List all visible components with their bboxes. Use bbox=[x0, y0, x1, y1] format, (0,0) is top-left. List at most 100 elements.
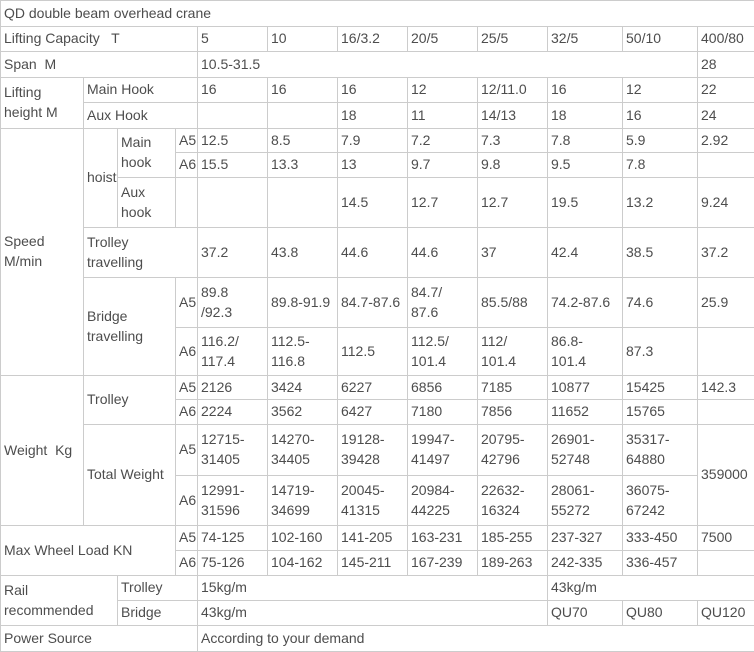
value-cell: 43kg/m bbox=[546, 575, 754, 601]
value-cell: 35317- 64880 bbox=[622, 424, 698, 476]
value-cell: 50/10 bbox=[622, 26, 698, 52]
value-cell: 43.8 bbox=[267, 227, 338, 278]
value-cell: 86.8- 101.4 bbox=[547, 327, 623, 376]
value-cell: 7856 bbox=[477, 399, 548, 425]
a5-label: A5 bbox=[175, 525, 198, 551]
value-cell: 112.5/ 101.4 bbox=[407, 327, 478, 376]
row-label-trolley-travelling: Trolley travelling bbox=[83, 227, 198, 278]
value-cell: 12.7 bbox=[477, 177, 548, 228]
value-cell: 14/13 bbox=[477, 102, 548, 129]
row-label-hoist-aux: Aux hook bbox=[117, 177, 176, 228]
value-cell: 9.24 bbox=[696, 177, 754, 228]
a5-label: A5 bbox=[175, 277, 198, 328]
table-row: Rail recommended Trolley 15kg/m 43kg/m bbox=[0, 575, 754, 626]
value-cell: 6856 bbox=[407, 375, 478, 400]
value-cell bbox=[267, 177, 338, 228]
value-cell bbox=[696, 327, 754, 376]
value-cell: 13 bbox=[337, 152, 408, 178]
value-cell: QU70 bbox=[547, 600, 623, 626]
value-cell: 28 bbox=[696, 51, 754, 78]
value-cell: 18 bbox=[547, 102, 623, 129]
value-cell: 10 bbox=[267, 26, 338, 52]
value-cell: QU80 bbox=[622, 600, 698, 626]
value-cell: 14.5 bbox=[337, 177, 408, 228]
value-cell: 13.2 bbox=[622, 177, 698, 228]
value-cell: 7.8 bbox=[622, 152, 698, 178]
a5-label: A5 bbox=[175, 424, 198, 476]
table-row: Aux Hook 18 11 14/13 18 16 24 bbox=[1, 102, 754, 129]
value-cell: 22632- 16324 bbox=[477, 475, 548, 526]
table-row: QD double beam overhead crane bbox=[0, 0, 754, 27]
value-cell: 104-162 bbox=[267, 550, 338, 576]
value-cell: 12715- 31405 bbox=[197, 424, 268, 476]
table-row: Aux hook 14.5 12.7 12.7 19.5 13.2 9.24 bbox=[1, 177, 754, 228]
a6-label: A6 bbox=[175, 327, 198, 376]
a6-label: A6 bbox=[175, 152, 198, 178]
value-cell: 11 bbox=[407, 102, 478, 129]
value-cell bbox=[696, 550, 754, 576]
row-label-speed: Speed M/min bbox=[0, 128, 84, 376]
value-cell: 2.92 bbox=[696, 128, 754, 153]
value-cell: 7180 bbox=[407, 399, 478, 425]
value-cell: 12.7 bbox=[407, 177, 478, 228]
row-label-rail-bridge: Bridge bbox=[117, 600, 198, 626]
value-cell: 5.9 bbox=[622, 128, 698, 153]
row-label-lifting-height: Lifting height M bbox=[0, 77, 84, 129]
value-cell: 20045- 41315 bbox=[337, 475, 408, 526]
value-cell: 25/5 bbox=[477, 26, 548, 52]
table-row: Bridge travelling A5 89.8 /92.3 89.8-91.… bbox=[1, 277, 754, 376]
table-row: Bridge 43kg/m QU70 QU80 QU120 bbox=[1, 600, 754, 626]
value-cell: 84.7-87.6 bbox=[337, 277, 408, 328]
value-cell: 37.2 bbox=[197, 227, 268, 278]
value-cell: 18 bbox=[337, 102, 408, 129]
value-cell: 16 bbox=[622, 102, 698, 129]
value-cell: QU120 bbox=[696, 600, 754, 626]
value-cell: 37 bbox=[477, 227, 548, 278]
value-cell: According to your demand bbox=[196, 625, 754, 652]
value-cell: 25.9 bbox=[696, 277, 754, 328]
value-cell: 16 bbox=[337, 77, 408, 103]
value-cell: 9.8 bbox=[477, 152, 548, 178]
value-cell: 5 bbox=[197, 26, 268, 52]
value-cell: 12991- 31596 bbox=[197, 475, 268, 526]
value-cell: 242-335 bbox=[547, 550, 623, 576]
value-cell: 10.5-31.5 bbox=[197, 51, 698, 78]
value-cell bbox=[696, 152, 754, 178]
value-cell: 16 bbox=[267, 77, 338, 103]
value-cell: 145-211 bbox=[337, 550, 408, 576]
value-cell: 142.3 bbox=[696, 375, 754, 400]
value-cell: 19128- 39428 bbox=[337, 424, 408, 476]
value-cell: 38.5 bbox=[622, 227, 698, 278]
value-cell: 8.5 bbox=[267, 128, 338, 153]
value-cell bbox=[197, 177, 268, 228]
row-label-main-hook: Main Hook bbox=[83, 77, 198, 103]
row-label-aux-hook: Aux Hook bbox=[83, 102, 198, 129]
row-label-max-wheel-load: Max Wheel Load KN bbox=[0, 525, 176, 576]
a6-label: A6 bbox=[175, 399, 198, 425]
value-cell: 84.7/ 87.6 bbox=[407, 277, 478, 328]
value-cell: 87.3 bbox=[622, 327, 698, 376]
table-row: Span M 10.5-31.5 28 bbox=[0, 51, 754, 78]
row-label-hoist-main: Main hook bbox=[117, 128, 176, 178]
value-cell: 9.7 bbox=[407, 152, 478, 178]
row-label-total-weight: Total Weight bbox=[83, 424, 176, 526]
row-label-capacity: Lifting Capacity T bbox=[0, 26, 198, 52]
value-cell: 11652 bbox=[547, 399, 623, 425]
value-cell: 16 bbox=[547, 77, 623, 103]
value-cell: 75-126 bbox=[197, 550, 268, 576]
value-cell: 15765 bbox=[622, 399, 698, 425]
value-cell: 74.6 bbox=[622, 277, 698, 328]
value-cell: 163-231 bbox=[407, 525, 478, 551]
value-cell: 19947- 41497 bbox=[407, 424, 478, 476]
value-cell: 44.6 bbox=[337, 227, 408, 278]
value-cell: 15kg/m bbox=[197, 575, 548, 601]
row-label-hoist: hoist bbox=[83, 128, 118, 228]
value-cell: 400/80 bbox=[696, 26, 754, 52]
a5-label: A5 bbox=[175, 128, 198, 153]
value-cell: 16/3.2 bbox=[337, 26, 408, 52]
value-cell: 3424 bbox=[267, 375, 338, 400]
value-cell: 7500 bbox=[696, 525, 754, 551]
value-cell: 12 bbox=[622, 77, 698, 103]
value-cell: 7.3 bbox=[477, 128, 548, 153]
